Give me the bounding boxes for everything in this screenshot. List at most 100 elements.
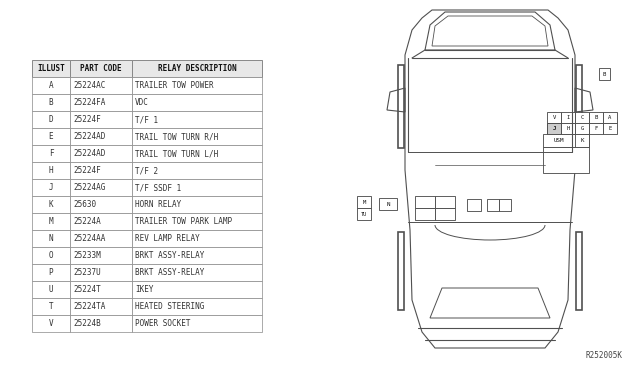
Bar xyxy=(132,315,262,332)
Text: TU: TU xyxy=(361,212,367,217)
Bar xyxy=(32,196,70,213)
Text: T/F SSDF 1: T/F SSDF 1 xyxy=(135,183,181,192)
Bar xyxy=(70,111,132,128)
Bar xyxy=(499,199,511,211)
Text: 25233M: 25233M xyxy=(73,251,100,260)
Bar xyxy=(132,230,262,247)
Text: PART CODE: PART CODE xyxy=(80,64,122,73)
Text: H: H xyxy=(49,166,53,175)
Bar xyxy=(32,94,70,111)
Bar xyxy=(70,247,132,264)
Text: 25630: 25630 xyxy=(73,200,96,209)
Bar xyxy=(575,123,589,134)
Text: ILLUST: ILLUST xyxy=(37,64,65,73)
Text: TRAIL TOW TURN R/H: TRAIL TOW TURN R/H xyxy=(135,132,218,141)
Text: RELAY DESCRIPTION: RELAY DESCRIPTION xyxy=(157,64,236,73)
Bar xyxy=(415,196,435,208)
Text: V: V xyxy=(49,319,53,328)
Bar xyxy=(357,196,371,208)
Text: G: G xyxy=(580,126,584,131)
Bar xyxy=(70,77,132,94)
Bar xyxy=(70,315,132,332)
Bar xyxy=(70,179,132,196)
Bar xyxy=(589,123,603,134)
Bar xyxy=(547,112,561,123)
Bar xyxy=(132,111,262,128)
Bar xyxy=(70,145,132,162)
Bar xyxy=(132,77,262,94)
Bar xyxy=(487,199,499,211)
Bar xyxy=(70,60,132,77)
Bar xyxy=(547,123,561,134)
Text: K: K xyxy=(580,138,584,143)
Text: V: V xyxy=(552,115,556,120)
Text: 25224B: 25224B xyxy=(73,319,100,328)
Bar xyxy=(132,247,262,264)
Bar xyxy=(32,281,70,298)
Bar xyxy=(132,264,262,281)
Text: K: K xyxy=(49,200,53,209)
Text: TRAILER TOW POWER: TRAILER TOW POWER xyxy=(135,81,214,90)
Text: TRAILER TOW PARK LAMP: TRAILER TOW PARK LAMP xyxy=(135,217,232,226)
Text: R252005K: R252005K xyxy=(585,351,622,360)
Text: B: B xyxy=(603,71,606,77)
Bar xyxy=(132,128,262,145)
Text: M: M xyxy=(49,217,53,226)
Text: 25224AD: 25224AD xyxy=(73,132,106,141)
Bar xyxy=(32,213,70,230)
Bar xyxy=(32,128,70,145)
Bar xyxy=(589,112,603,123)
Text: 25224AA: 25224AA xyxy=(73,234,106,243)
Bar xyxy=(70,196,132,213)
Text: U: U xyxy=(49,285,53,294)
Text: H: H xyxy=(566,126,570,131)
Text: BRKT ASSY-RELAY: BRKT ASSY-RELAY xyxy=(135,268,204,277)
Text: HORN RELAY: HORN RELAY xyxy=(135,200,181,209)
Text: POWER SOCKET: POWER SOCKET xyxy=(135,319,191,328)
Text: A: A xyxy=(609,115,612,120)
Text: T/F 2: T/F 2 xyxy=(135,166,158,175)
Bar xyxy=(603,112,617,123)
Text: 25237U: 25237U xyxy=(73,268,100,277)
Text: N: N xyxy=(387,202,390,206)
Bar xyxy=(32,230,70,247)
Bar xyxy=(32,111,70,128)
Text: E: E xyxy=(49,132,53,141)
Text: T/F 1: T/F 1 xyxy=(135,115,158,124)
Bar xyxy=(32,315,70,332)
Bar xyxy=(132,60,262,77)
Bar xyxy=(467,199,481,211)
Text: BRKT ASSY-RELAY: BRKT ASSY-RELAY xyxy=(135,251,204,260)
Text: USM: USM xyxy=(554,138,564,143)
Bar xyxy=(32,162,70,179)
Bar xyxy=(561,112,575,123)
Bar xyxy=(70,230,132,247)
Text: 25224F: 25224F xyxy=(73,166,100,175)
Text: TRAIL TOW TURN L/H: TRAIL TOW TURN L/H xyxy=(135,149,218,158)
Text: 25224AC: 25224AC xyxy=(73,81,106,90)
Bar xyxy=(70,264,132,281)
Bar xyxy=(132,281,262,298)
Text: 25224AD: 25224AD xyxy=(73,149,106,158)
Bar xyxy=(132,298,262,315)
Bar xyxy=(435,208,455,220)
Bar xyxy=(70,281,132,298)
Text: F: F xyxy=(595,126,598,131)
Bar xyxy=(70,162,132,179)
Bar xyxy=(70,213,132,230)
Text: P: P xyxy=(49,268,53,277)
Bar xyxy=(575,134,589,147)
Bar xyxy=(543,134,589,147)
Bar xyxy=(132,162,262,179)
Bar xyxy=(599,68,610,80)
Text: F: F xyxy=(49,149,53,158)
Text: REV LAMP RELAY: REV LAMP RELAY xyxy=(135,234,200,243)
Bar xyxy=(32,264,70,281)
Text: A: A xyxy=(49,81,53,90)
Text: 25224FA: 25224FA xyxy=(73,98,106,107)
Text: M: M xyxy=(362,199,365,205)
Bar xyxy=(32,247,70,264)
Text: E: E xyxy=(609,126,612,131)
Bar xyxy=(70,298,132,315)
Text: J: J xyxy=(49,183,53,192)
